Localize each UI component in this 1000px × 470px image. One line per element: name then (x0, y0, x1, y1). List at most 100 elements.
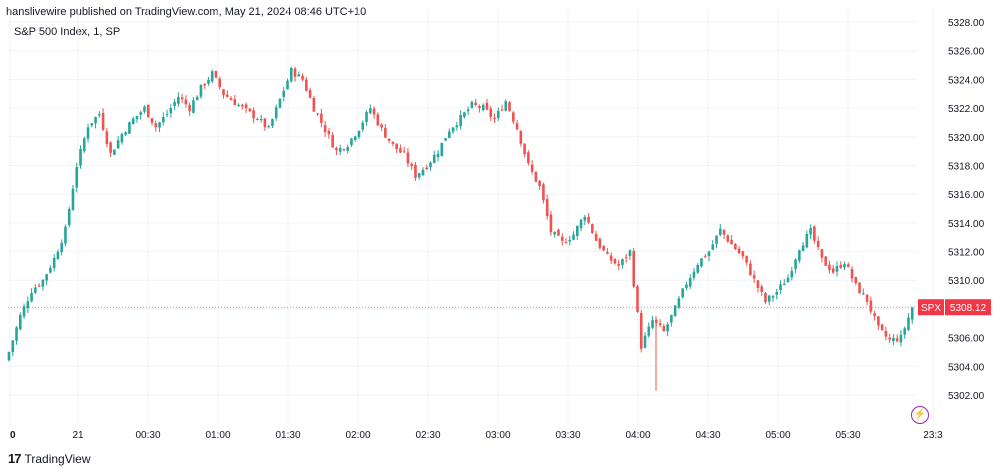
candle-body (241, 104, 244, 107)
x-tick-label: 00:30 (135, 430, 160, 441)
candle-body (154, 123, 158, 128)
candle-body (858, 282, 861, 294)
candle-body (335, 147, 338, 151)
candle-body (331, 135, 334, 148)
candle-body (274, 107, 278, 119)
candle-body (711, 244, 715, 250)
candle-body (113, 149, 116, 155)
symbol-legend: S&P 500 Index, 1, SP (14, 26, 121, 38)
candle-body (481, 104, 485, 111)
candle-body (323, 125, 327, 132)
candle-body (399, 148, 402, 153)
candle-body (523, 143, 526, 155)
candle-body (64, 226, 67, 244)
candle-body (45, 274, 48, 281)
brand-name: TradingView (24, 451, 91, 466)
candle-body (813, 226, 816, 241)
candle-body (805, 233, 809, 248)
x-tick-label: 03:30 (555, 430, 580, 441)
candle-body (685, 284, 688, 288)
candle-body (56, 251, 60, 260)
x-tick-label: 01:30 (275, 430, 300, 441)
candle-body (816, 241, 820, 248)
candle-body (557, 229, 560, 236)
candle-body (184, 99, 188, 105)
candle-body (489, 108, 493, 117)
y-tick-label: 5318.00 (948, 161, 985, 172)
candle-body (843, 264, 846, 268)
candle-body (542, 184, 545, 201)
price-tag-value-box (945, 299, 991, 316)
tradingview-logo-icon: 17 (8, 451, 22, 466)
candle-body (98, 114, 101, 116)
candle-body (624, 257, 628, 259)
candle-body (474, 102, 477, 105)
x-tick-label: 02:30 (415, 430, 440, 441)
candle-body (617, 263, 620, 266)
candle-body (218, 78, 222, 88)
candle-body (135, 115, 139, 120)
candle-body (11, 340, 15, 353)
candle-body (508, 102, 511, 111)
candle-body (425, 167, 429, 170)
candle-body (233, 99, 237, 106)
candle-body (707, 251, 711, 257)
candle-body (94, 117, 97, 124)
candle-body (602, 246, 605, 251)
candle-body (794, 259, 797, 269)
candle-body (485, 102, 489, 110)
candle-body (353, 136, 357, 141)
candle-body (380, 124, 383, 128)
candle-body (15, 327, 18, 341)
candle-body (899, 334, 903, 343)
lightning-icon[interactable]: ⚡ (911, 406, 929, 424)
candle-body (545, 199, 549, 217)
candle-body (210, 71, 214, 82)
candle-body (466, 109, 470, 112)
x-tick-label: 05:00 (765, 430, 790, 441)
candle-body (756, 280, 760, 288)
candle-body (572, 234, 575, 240)
candle-body (192, 100, 195, 113)
candle-body (237, 104, 240, 106)
candle-body (835, 266, 839, 272)
candle-body (289, 67, 293, 82)
x-tick-label: 04:30 (695, 430, 720, 441)
candle-body (203, 84, 207, 86)
y-tick-label: 5328.00 (948, 18, 985, 29)
tradingview-brand[interactable]: 17 TradingView (8, 451, 91, 466)
candle-body (752, 275, 756, 279)
candle-body (579, 219, 583, 229)
candle-body (256, 118, 259, 120)
candle-body (116, 140, 120, 149)
candle-body (880, 324, 884, 330)
x-axis: 0 21 00:30 01:00 01:30 02:00 02:30 03:00 03:30 04… (10, 430, 943, 441)
candle-body (225, 94, 229, 97)
candle-body (105, 131, 109, 145)
candle-body (86, 127, 90, 139)
candle-body (52, 257, 56, 269)
candle-body (824, 256, 827, 266)
y-tick-label: 5302.00 (948, 391, 985, 402)
candle-body (391, 141, 395, 144)
candle-body (282, 90, 286, 97)
candle-body (297, 74, 301, 77)
candle-body (910, 307, 914, 320)
candle-body (681, 288, 684, 298)
candle-body (372, 108, 376, 115)
candle-body (286, 80, 289, 90)
candle-body (90, 123, 94, 126)
candle-body (598, 238, 602, 248)
candle-body (248, 108, 252, 112)
y-tick-label: 5310.00 (948, 276, 985, 287)
candle-body (207, 79, 210, 84)
y-tick-label: 5314.00 (948, 219, 985, 230)
candle-body (786, 277, 790, 283)
candle-body (639, 312, 643, 349)
candle-body (429, 162, 432, 168)
candle-body (888, 337, 891, 340)
candle-body (124, 132, 127, 135)
candle-body (128, 122, 131, 134)
candle-body (470, 101, 474, 108)
